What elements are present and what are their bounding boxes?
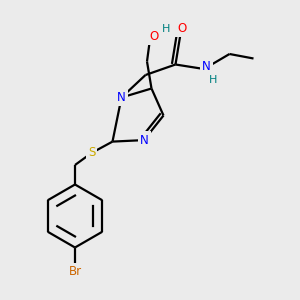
Text: N: N xyxy=(202,60,211,73)
Text: H: H xyxy=(161,24,170,34)
Text: O: O xyxy=(149,30,158,43)
Text: H: H xyxy=(209,75,217,85)
Text: N: N xyxy=(117,91,126,104)
Text: Br: Br xyxy=(68,265,82,278)
Text: O: O xyxy=(177,22,186,35)
Text: N: N xyxy=(140,134,148,147)
Text: S: S xyxy=(88,146,95,160)
